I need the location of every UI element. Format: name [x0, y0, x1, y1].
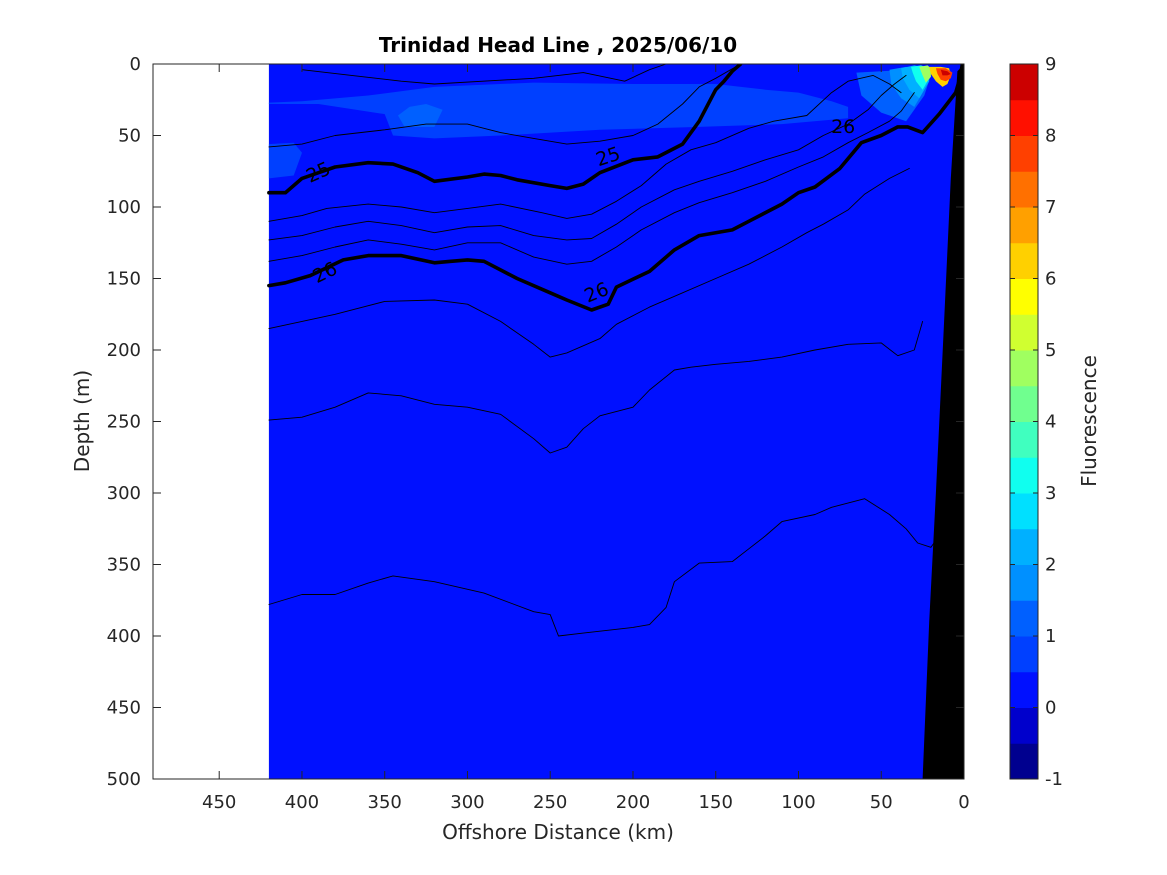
fluorescence-region-11 — [940, 69, 951, 76]
colorbar-block-12 — [1010, 314, 1038, 351]
colorbar-block-6 — [1010, 528, 1038, 565]
x-tick-label: 300 — [450, 792, 484, 813]
density-contour-26-2 — [268, 167, 910, 358]
x-tick-label: 100 — [781, 792, 815, 813]
y-tick-label: 0 — [130, 54, 141, 75]
y-tick-label: 150 — [107, 269, 141, 290]
y-tick-label: 500 — [107, 769, 141, 790]
colorbar-tick-label: 3 — [1045, 483, 1056, 504]
contour-label-4: 26 — [831, 116, 855, 138]
bathymetry-seafloor — [922, 64, 964, 779]
y-tick-label: 350 — [107, 555, 141, 576]
colorbar-tick-label: 0 — [1045, 698, 1056, 719]
x-tick-label: 450 — [202, 792, 236, 813]
density-contour-24-5 — [301, 64, 667, 85]
density-contour-26-4 — [268, 320, 924, 454]
x-tick-label: 150 — [699, 792, 733, 813]
colorbar-tick-label: -1 — [1045, 769, 1063, 790]
colorbar-block-2 — [1010, 671, 1038, 708]
y-tick-label: 200 — [107, 340, 141, 361]
density-contour-25 — [267, 64, 743, 195]
y-axis-title: Depth (m) — [70, 370, 94, 472]
x-tick-label: 50 — [870, 792, 893, 813]
colorbar-blocks — [1010, 63, 1038, 780]
colorbar-block-10 — [1010, 385, 1038, 422]
colorbar-block-3 — [1010, 636, 1038, 673]
x-axis-title: Offshore Distance (km) — [442, 820, 674, 844]
colorbar-block-15 — [1010, 207, 1038, 244]
fluorescence-region-0 — [268, 64, 964, 779]
colorbar-block-1 — [1010, 707, 1038, 744]
fluorescence-region-2 — [268, 142, 302, 179]
colorbar-block-7 — [1010, 493, 1038, 530]
bathymetry-layer — [922, 64, 964, 779]
colorbar-tick-label: 9 — [1045, 54, 1056, 75]
colorbar-block-9 — [1010, 421, 1038, 458]
colorbar-tick-label: 5 — [1045, 340, 1056, 361]
colorbar-block-8 — [1010, 457, 1038, 494]
colorbar-tick-label: 1 — [1045, 626, 1056, 647]
y-tick-label: 450 — [107, 698, 141, 719]
x-axis: 450 400 350 300 250 200 150 100 50 0 — [202, 64, 970, 813]
x-tick-label: 0 — [958, 792, 969, 813]
x-tick-label: 400 — [285, 792, 319, 813]
fluorescence-region-3 — [398, 104, 443, 127]
colorbar-block-4 — [1010, 600, 1038, 637]
x-tick-label: 250 — [533, 792, 567, 813]
y-tick-label: 250 — [107, 412, 141, 433]
colorbar-tick-label: 8 — [1045, 126, 1056, 147]
colorbar-ticks: -1 0 1 2 3 4 5 6 7 8 9 — [1010, 54, 1063, 790]
fluorescence-field — [268, 64, 964, 779]
colorbar-tick-label: 2 — [1045, 555, 1056, 576]
colorbar-block-18 — [1010, 99, 1038, 136]
colorbar-block-19 — [1010, 64, 1038, 101]
density-contour-26-6 — [268, 498, 948, 637]
colorbar-block-17 — [1010, 135, 1038, 172]
density-contour-25-25 — [268, 74, 902, 222]
colorbar-tick-label: 6 — [1045, 269, 1056, 290]
density-contour-26 — [267, 64, 964, 312]
colorbar-tick-label: 7 — [1045, 197, 1056, 218]
colorbar-block-13 — [1010, 278, 1038, 315]
y-tick-label: 100 — [107, 197, 141, 218]
chart-title: Trinidad Head Line , 2025/06/10 — [379, 33, 737, 57]
colorbar-block-16 — [1010, 171, 1038, 208]
colorbar: -1 0 1 2 3 4 5 6 7 8 9 — [1009, 54, 1063, 790]
fluorescence-region-8 — [919, 65, 931, 83]
density-contours — [267, 64, 964, 637]
colorbar-block-11 — [1010, 350, 1038, 387]
density-contour-25-75 — [268, 92, 915, 265]
colorbar-title: Fluorescence — [1077, 355, 1101, 487]
y-tick-label: 50 — [118, 126, 141, 147]
x-tick-label: 200 — [616, 792, 650, 813]
colorbar-block-0 — [1010, 743, 1038, 780]
y-tick-label: 400 — [107, 626, 141, 647]
colorbar-block-5 — [1010, 564, 1038, 601]
colorbar-block-14 — [1010, 242, 1038, 279]
y-tick-label: 300 — [107, 483, 141, 504]
density-contour-25-5 — [268, 74, 907, 241]
density-contour-24-8 — [268, 64, 742, 148]
x-tick-label: 350 — [368, 792, 402, 813]
colorbar-tick-label: 4 — [1045, 412, 1056, 433]
y-axis: 0 50 100 150 200 250 300 350 400 450 500 — [107, 54, 964, 790]
